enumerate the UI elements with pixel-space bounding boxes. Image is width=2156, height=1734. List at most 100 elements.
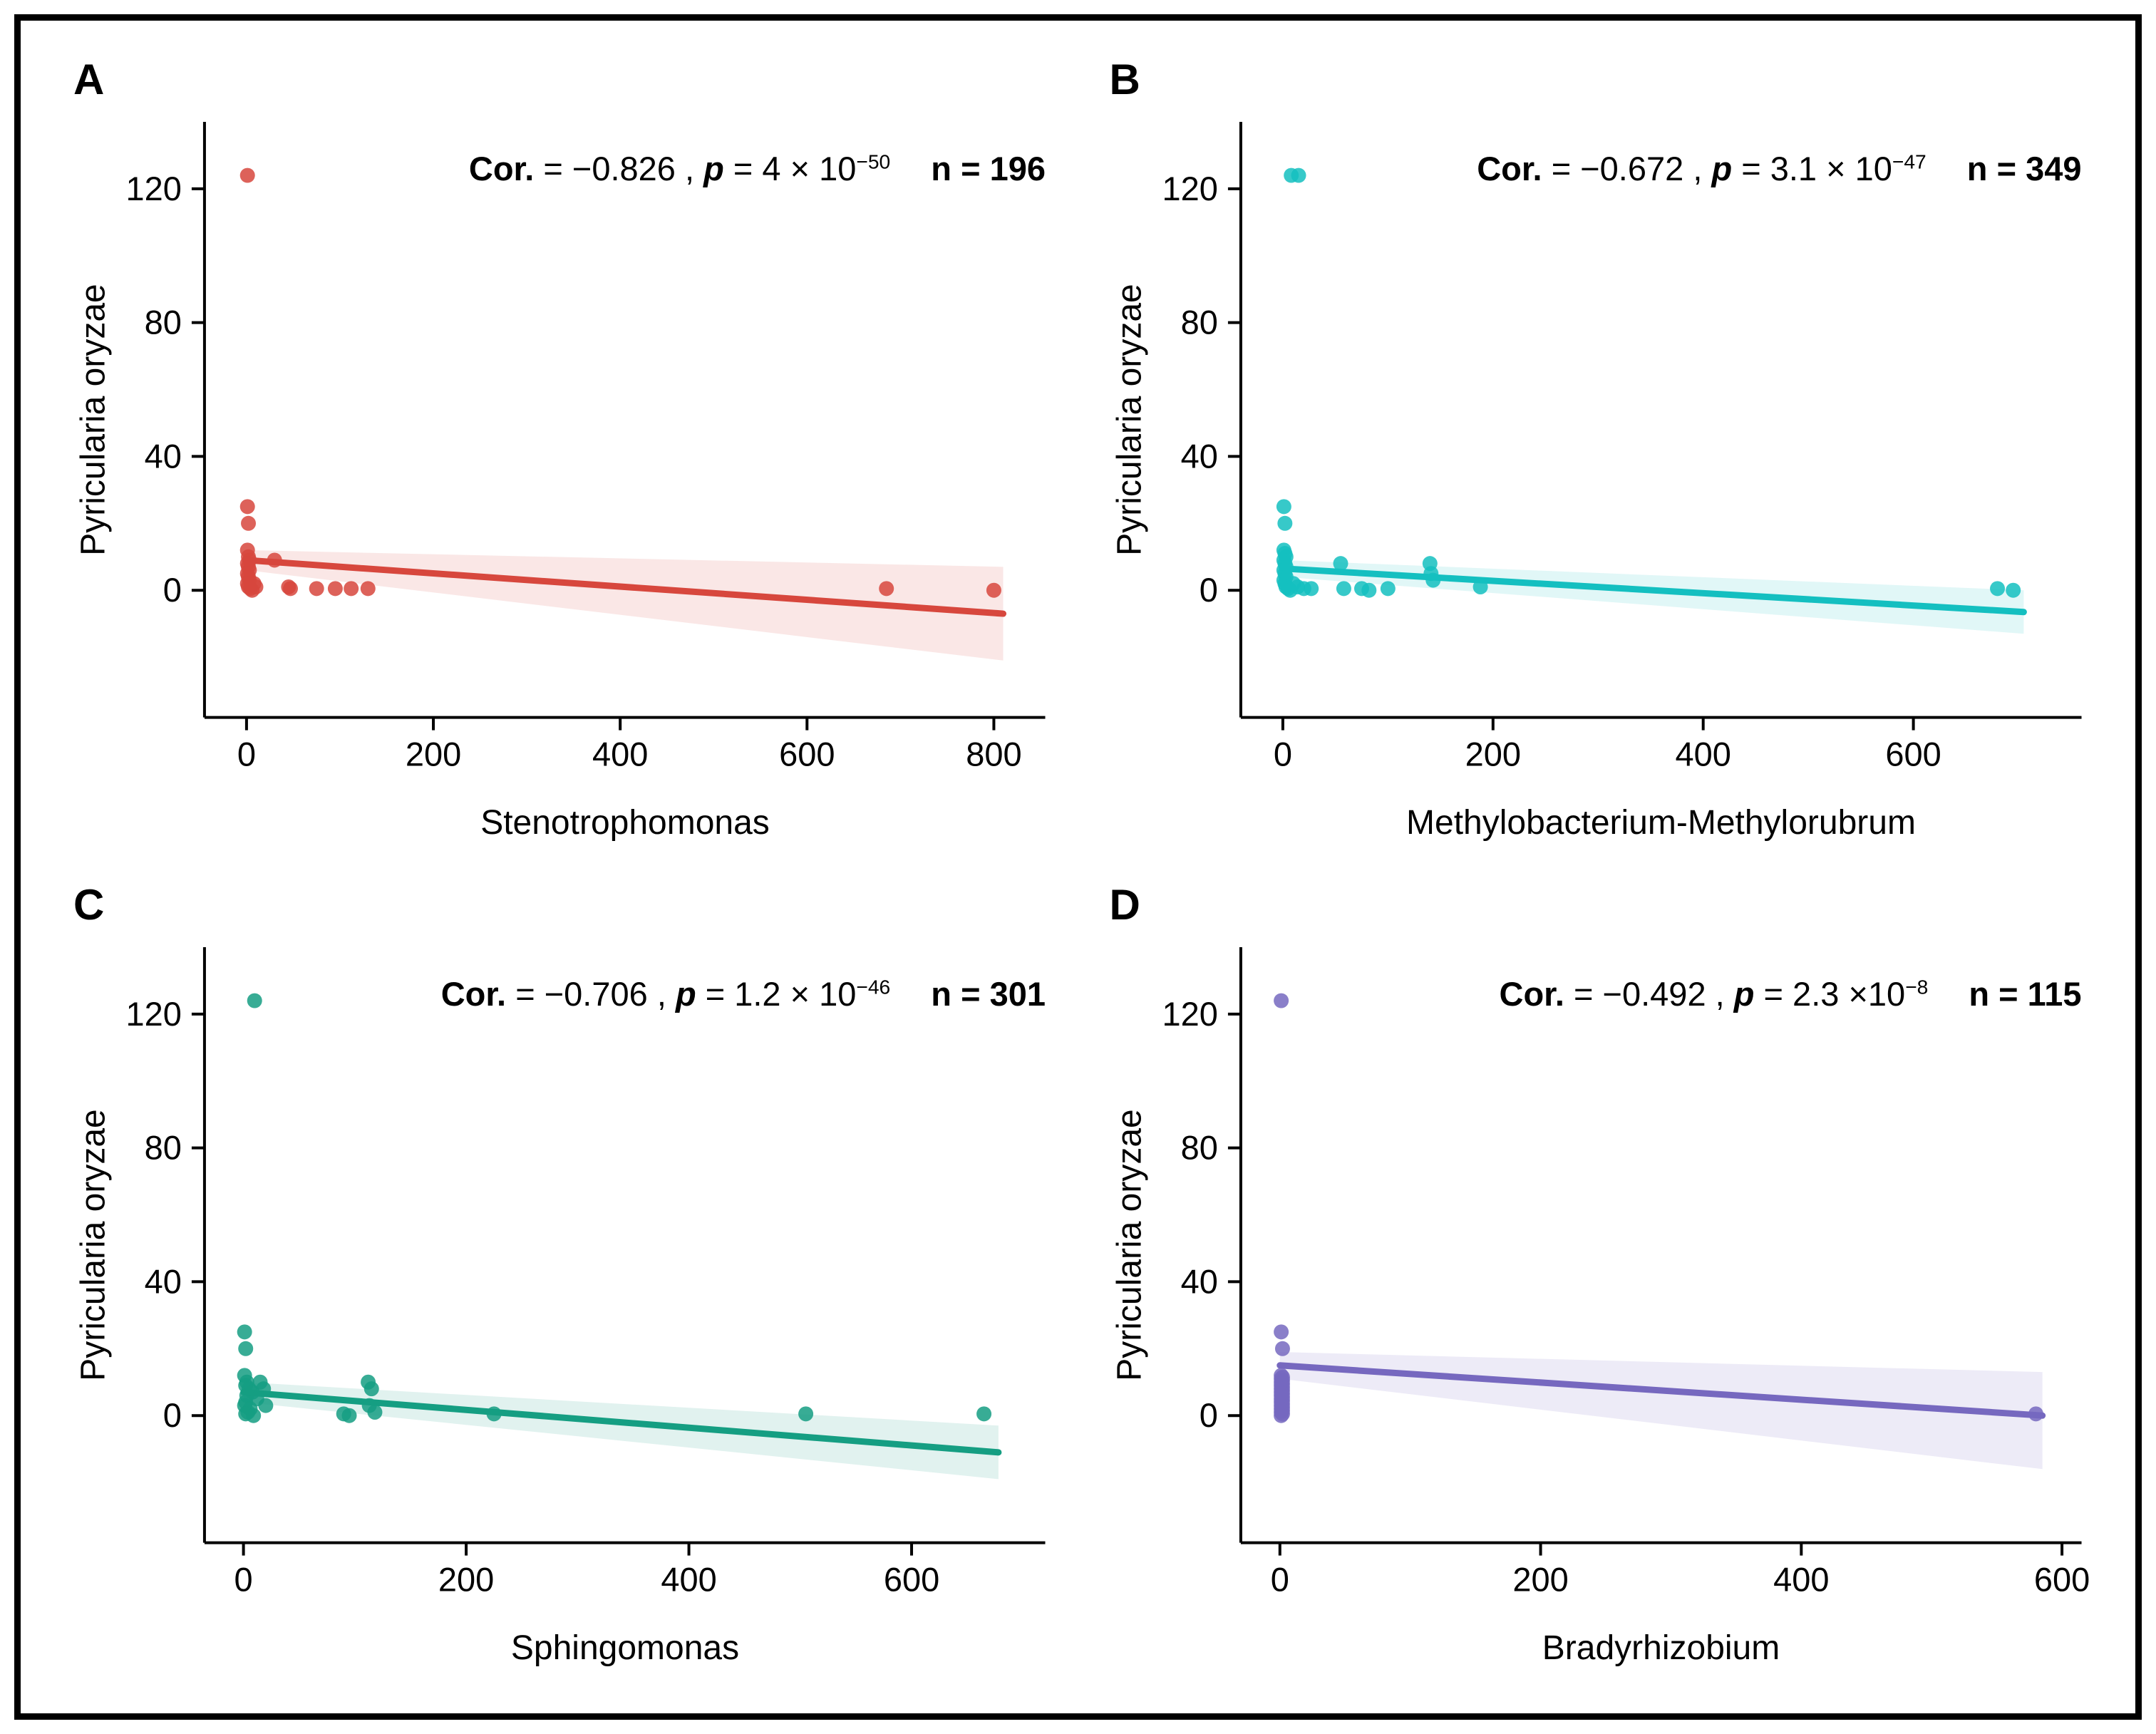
data-point: [1273, 993, 1289, 1008]
y-axis-title: Pyricularia oryzae: [1110, 284, 1148, 556]
data-point: [309, 581, 324, 597]
stats-annotation-c: Cor. = −0.706 , p = 1.2 × 10−46 n = 301: [205, 974, 1053, 1013]
confidence-band: [1279, 1351, 2043, 1469]
x-tick-label: 600: [884, 1560, 939, 1598]
regression-line: [243, 557, 1007, 617]
data-point: [1336, 581, 1351, 597]
y-tick-label: 120: [1162, 994, 1217, 1032]
x-tick-label: 400: [1675, 736, 1731, 773]
data-point: [1274, 1341, 1290, 1356]
stats-annotation-b: Cor. = −0.672 , p = 3.1 × 10−47 n = 349: [1241, 149, 2089, 188]
y-tick-label: 0: [163, 571, 182, 609]
x-tick-label: 800: [966, 736, 1021, 773]
data-point: [327, 581, 343, 597]
data-point: [1273, 1408, 1289, 1423]
x-tick-label: 200: [406, 736, 461, 773]
data-point: [237, 1323, 252, 1339]
data-point: [2028, 1405, 2043, 1421]
cor-label: Cor.: [440, 974, 507, 1013]
y-tick-label: 80: [1180, 304, 1217, 341]
scatter-plot-a: 0 200 400 600 800 0 40 80 120: [126, 121, 1046, 773]
x-axis-title: Bradyrhizobium: [1542, 1629, 1780, 1667]
p-value: = 4 × 10: [733, 150, 857, 187]
confidence-band: [1282, 559, 2023, 634]
x-axis-title: Methylobacterium-Methylorubrum: [1406, 804, 1916, 842]
p-exponent: −46: [856, 974, 891, 998]
panel-label-c: C: [73, 880, 105, 929]
cor-label: Cor.: [1477, 150, 1542, 187]
x-tick-label: 0: [237, 736, 256, 773]
x-tick-label: 600: [1885, 736, 1941, 773]
p-exponent: −50: [856, 150, 891, 173]
x-tick-label: 200: [438, 1560, 494, 1598]
p-exponent: −47: [1892, 150, 1927, 173]
panel-label-d: D: [1109, 880, 1140, 929]
cor-label: Cor.: [468, 150, 535, 187]
regression-line: [1276, 1361, 2046, 1419]
x-tick-label: 200: [1512, 1560, 1568, 1598]
figure-border: 0 200 400 600 800 0 40 80 120 A Cor. = −0.826 , …: [14, 14, 2142, 1720]
stats-annotation-a: Cor. = −0.826 , p = 4 × 10−50 n = 196: [205, 149, 1053, 188]
p-value: = 2.3 ×10: [1763, 974, 1906, 1013]
y-tick-label: 120: [1162, 170, 1217, 207]
y-tick-label: 40: [145, 437, 182, 475]
y-axis-title: Pyricularia oryzae: [74, 284, 113, 556]
data-point: [267, 552, 282, 568]
data-point: [246, 1408, 262, 1423]
stats-annotation-d: Cor. = −0.492 , p = 2.3 ×10−8 n = 115: [1241, 974, 2089, 1013]
scatter-plot-b: 0 200 400 600 0 40 80 120: [1162, 121, 2082, 773]
data-point: [2005, 582, 2021, 598]
y-axis-title: Pyricularia oryzae: [74, 1108, 113, 1381]
data-point: [283, 581, 298, 597]
p-value: = 1.2 × 10: [705, 974, 857, 1013]
scatter-plot-c: 0 200 400 600 0 40 80 120: [126, 946, 1046, 1598]
data-point: [241, 515, 257, 531]
data-point: [1425, 572, 1440, 588]
x-tick-label: 600: [779, 736, 835, 773]
data-point: [986, 582, 1001, 598]
y-tick-label: 40: [1180, 437, 1217, 475]
data-point: [976, 1405, 992, 1421]
data-point: [486, 1405, 502, 1421]
data-point: [247, 993, 262, 1008]
x-axis-title: Stenotrophomonas: [480, 804, 770, 842]
panel-label-a: A: [73, 56, 105, 103]
x-tick-label: 600: [2033, 1560, 2089, 1598]
x-tick-label: 400: [661, 1560, 716, 1598]
cor-value: = −0.672 ,: [1551, 150, 1703, 187]
cor-value: = −0.706 ,: [515, 974, 666, 1013]
n-label: n = 115: [1969, 974, 2082, 1013]
y-tick-label: 0: [1199, 1396, 1217, 1434]
y-tick-label: 80: [1180, 1128, 1217, 1166]
p-exponent: −8: [1905, 974, 1929, 998]
n-label: n = 349: [1966, 150, 2082, 187]
x-tick-label: 0: [1270, 1560, 1289, 1598]
n-label: n = 301: [931, 974, 1046, 1013]
x-tick-label: 0: [234, 1560, 253, 1598]
panel-b: 0 200 400 600 0 40 80 120 B Cor. = −0.672 , p =…: [1078, 42, 2115, 867]
y-tick-label: 120: [126, 994, 182, 1032]
cor-label: Cor.: [1499, 974, 1564, 1013]
confidence-band: [243, 1381, 999, 1479]
data-point: [239, 167, 255, 183]
data-point: [1276, 499, 1291, 515]
data-point: [1273, 1323, 1289, 1339]
data-point: [1303, 581, 1319, 597]
y-tick-label: 80: [145, 1128, 182, 1166]
data-point: [363, 1381, 379, 1396]
y-tick-label: 40: [145, 1262, 182, 1300]
data-point: [1989, 581, 2005, 597]
x-tick-label: 400: [1773, 1560, 1829, 1598]
confidence-band: [246, 549, 1004, 661]
data-point: [1291, 167, 1306, 183]
panel-a: 0 200 400 600 800 0 40 80 120 A Cor. = −0.826 , …: [42, 42, 1078, 867]
data-point: [341, 1408, 357, 1423]
n-label: n = 196: [931, 150, 1046, 187]
x-tick-label: 200: [1465, 736, 1520, 773]
y-tick-label: 0: [1199, 571, 1217, 609]
y-tick-label: 0: [163, 1396, 182, 1434]
p-label: p: [1711, 150, 1733, 187]
panel-c: 0 200 400 600 0 40 80 120 C Cor. = −0.706 , p =…: [42, 867, 1078, 1693]
x-axis-title: Sphingomonas: [510, 1629, 740, 1667]
data-point: [239, 499, 255, 515]
